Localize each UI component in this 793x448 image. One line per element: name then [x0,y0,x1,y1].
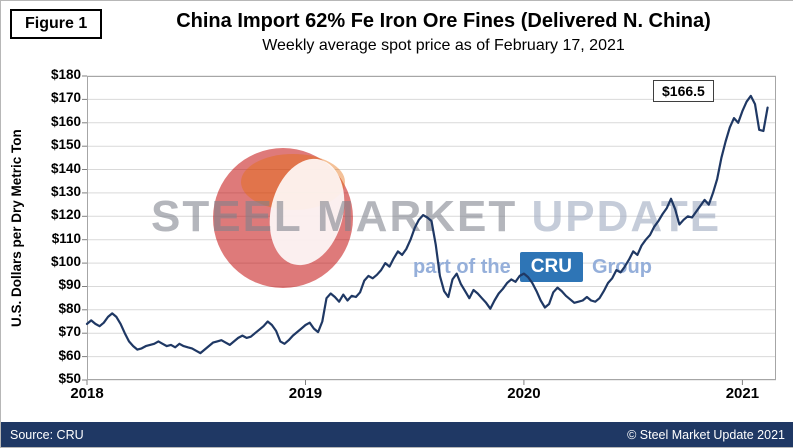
y-axis-title: U.S. Dollars per Dry Metric Ton [9,129,24,327]
title-block: China Import 62% Fe Iron Ore Fines (Deli… [116,9,771,56]
x-axis-tick-label: 2019 [288,385,323,402]
y-axis-tick-label: $110 [51,230,81,246]
x-axis-tick-label: 2020 [507,385,541,402]
source-text: Source: CRU [10,427,84,442]
y-axis-tick-label: $180 [50,67,81,82]
footer-bar: Source: CRU © Steel Market Update 2021 [1,422,793,447]
y-axis-tick-label: $50 [58,371,81,386]
watermark-market: MARKET [317,192,518,241]
last-price-callout: $166.5 [653,80,714,102]
x-axis-tick-label: 2018 [70,385,104,402]
y-axis-tick-label: $80 [58,300,81,316]
y-axis-tick-label: $90 [58,277,81,293]
cru-logo: CRU [519,252,583,282]
copyright-text: © Steel Market Update 2021 [627,427,785,442]
y-axis-tick-label: $140 [50,160,81,176]
y-axis-tick-label: $150 [50,137,81,153]
y-axis-tick-label: $160 [50,113,81,129]
x-axis-tick-label: 2021 [725,385,760,402]
watermark-steel: STEEL [151,192,303,241]
y-axis-tick-label: $170 [50,90,81,106]
price-line-chart [85,94,769,355]
y-axis-tick-label: $60 [58,347,81,363]
smu-logo-icon [207,140,359,292]
figure-label: Figure 1 [10,9,103,39]
y-axis-tick-label: $70 [58,324,81,340]
y-axis-tick-label: $130 [50,183,81,199]
chart-title: China Import 62% Fe Iron Ore Fines (Deli… [176,10,711,32]
y-axis-tick-label: $120 [50,207,81,223]
y-axis-tick-label: $100 [50,254,81,270]
chart-subtitle: Weekly average spot price as of February… [262,37,625,54]
watermark-group: Group [591,255,652,278]
